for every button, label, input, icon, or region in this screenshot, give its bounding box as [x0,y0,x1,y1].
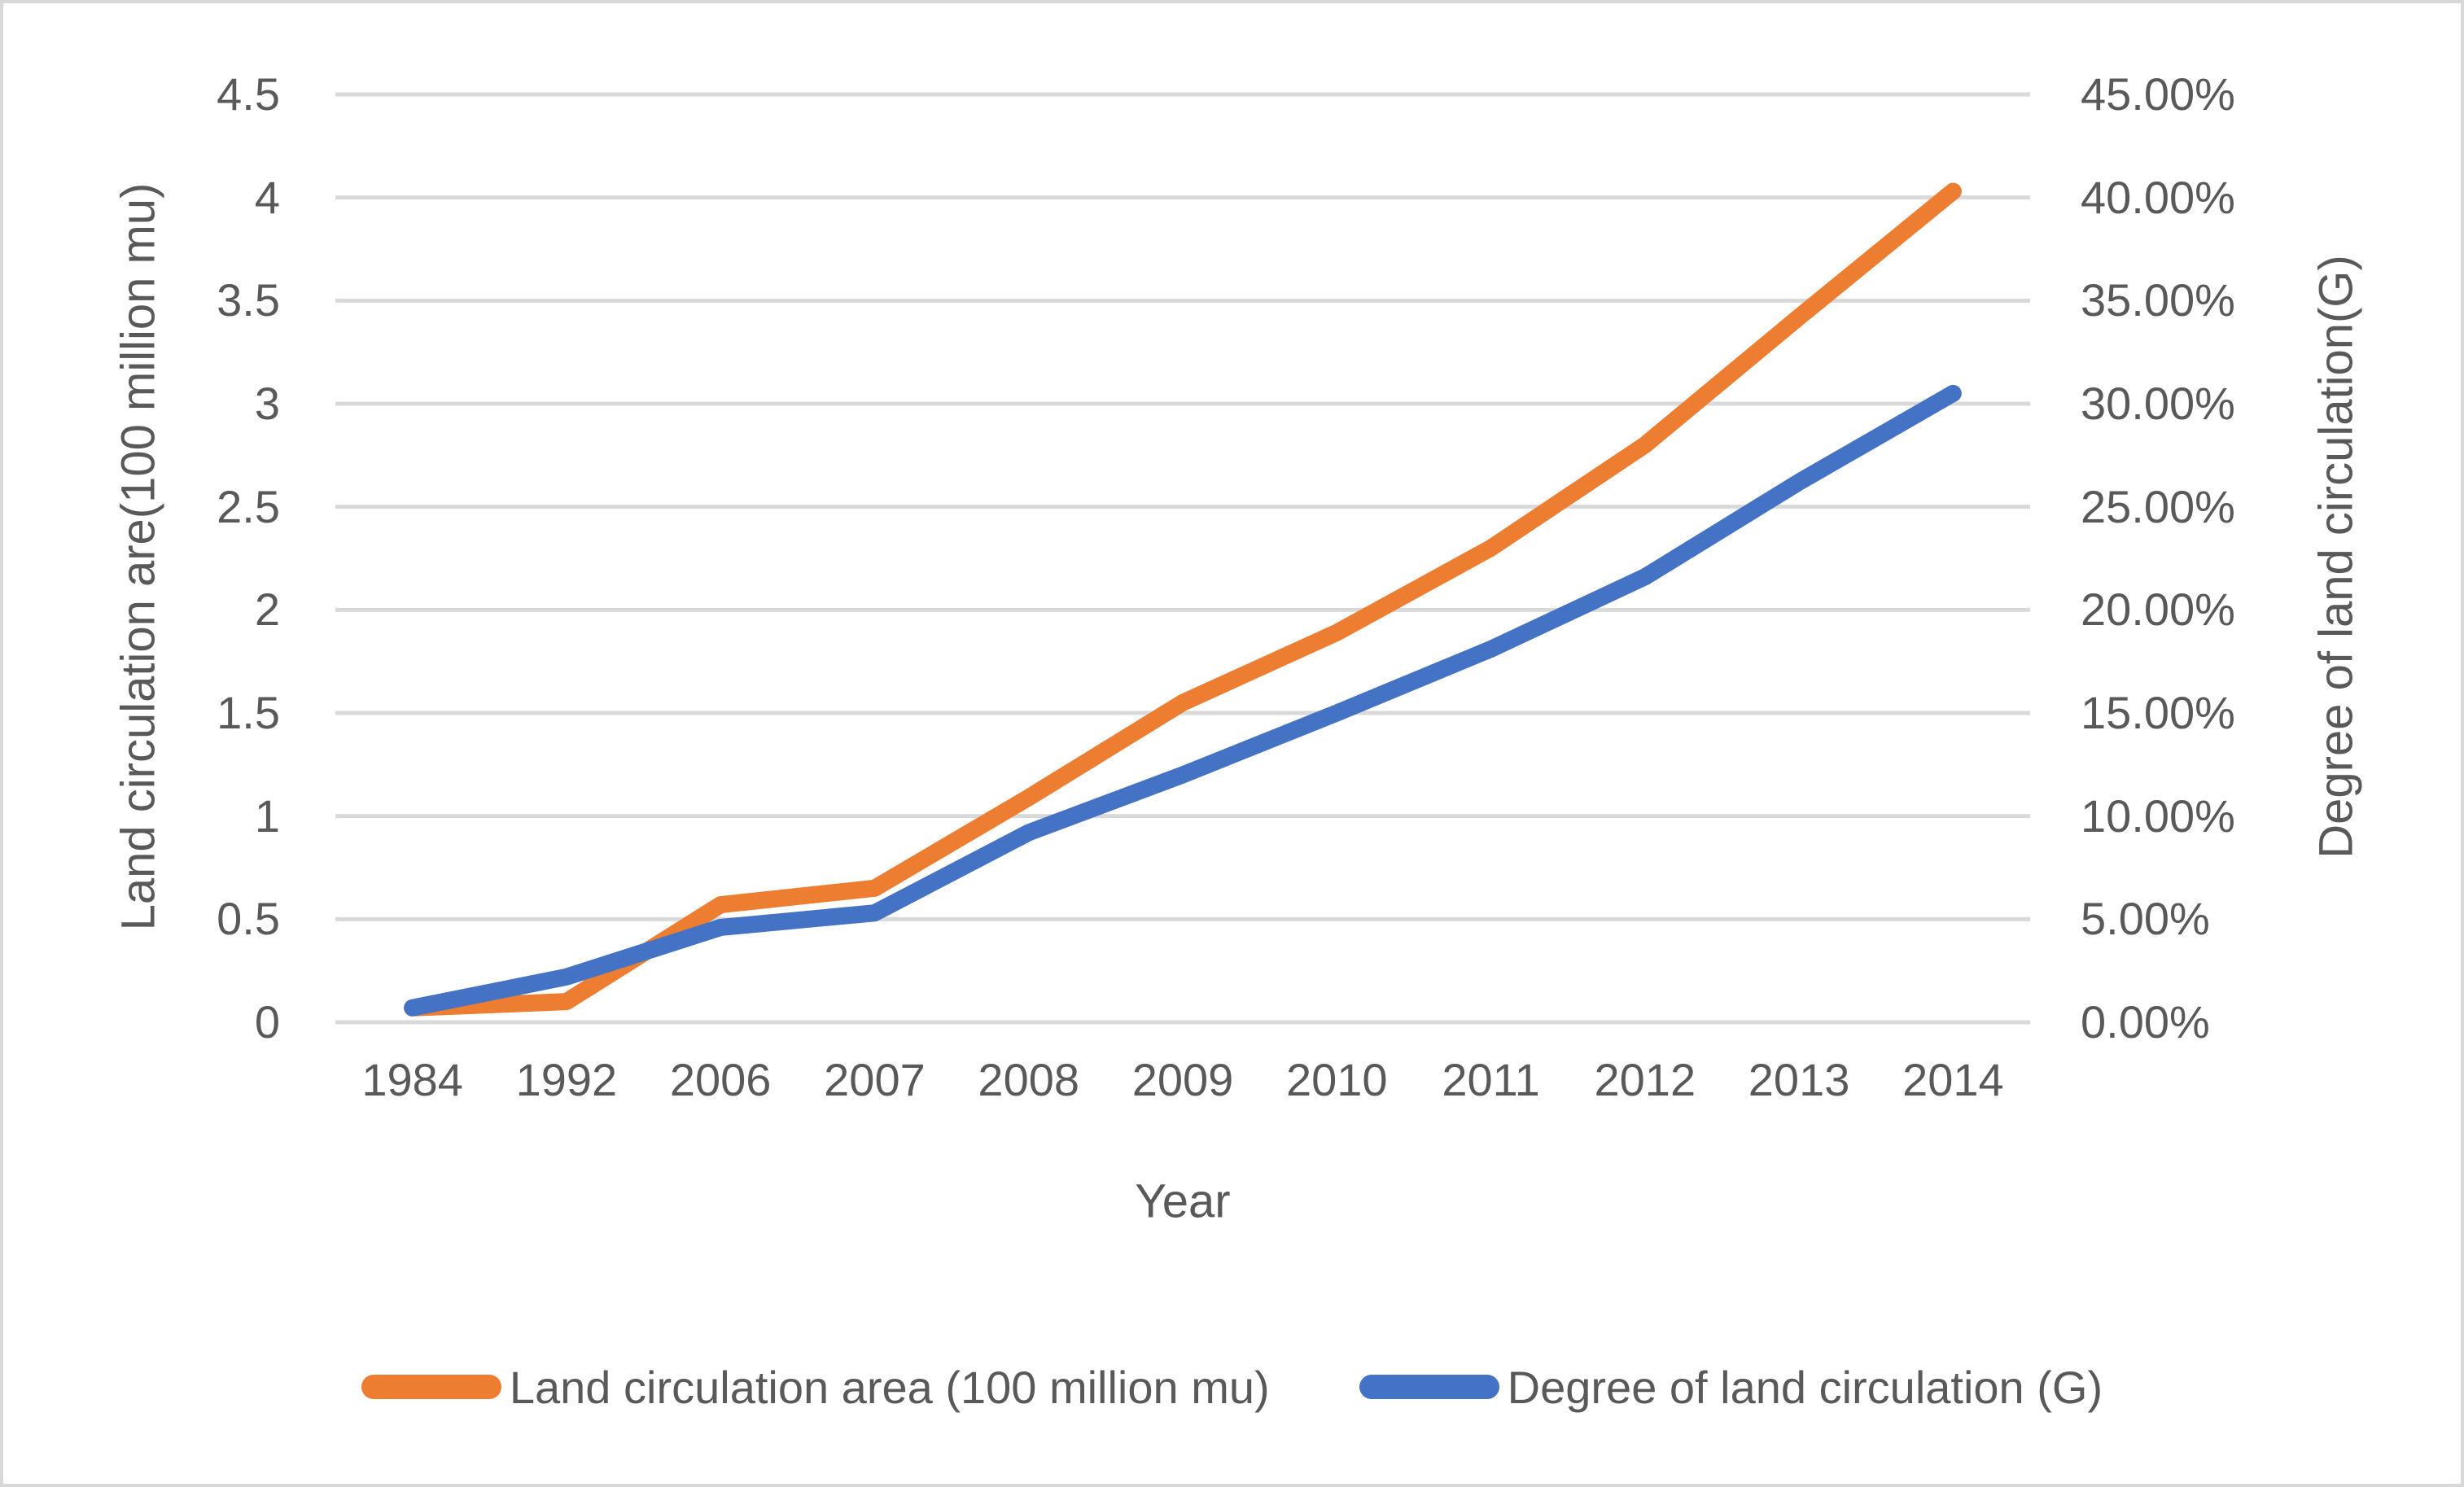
left-axis-tick-label: 3 [254,378,280,429]
right-axis-tick-label: 15.00% [2081,687,2235,738]
x-axis-tick-label: 2007 [824,1054,926,1105]
right-axis-tick-label: 0.00% [2081,996,2210,1047]
left-axis-tick-label: 0.5 [217,893,280,945]
x-axis-tick-label: 2011 [1442,1054,1540,1105]
right-axis-tick-label: 35.00% [2081,274,2235,326]
legend-label: Land circulation area (100 million mu) [509,1361,1270,1413]
left-axis-tick-label: 4.5 [217,68,280,120]
left-axis-tick-label: 1.5 [217,687,280,738]
left-axis-tick-label: 2 [254,584,280,636]
right-axis-title: Degree of land circulation(G) [2309,255,2363,859]
left-axis-tick-label: 1 [254,789,280,842]
x-axis-tick-label: 2013 [1748,1054,1850,1105]
x-axis-tick-label: 2009 [1131,1054,1234,1105]
x-axis-tick-label: 2014 [1902,1054,2004,1105]
x-axis-tick-label: 2006 [669,1054,772,1105]
legend: Land circulation area (100 million mu) D… [3,1350,2461,1424]
legend-item-area: Land circulation area (100 million mu) [361,1361,1270,1414]
left-axis-tick-label: 2.5 [217,480,280,532]
series-line-degree [404,384,1962,1017]
x-axis-tick-label: 2008 [978,1054,1079,1105]
legend-item-degree: Degree of land circulation (G) [1359,1361,2103,1414]
legend-line-swatch-orange [361,1375,501,1399]
x-axis-title: Year [1135,1174,1231,1228]
right-axis-tick-label: 5.00% [2081,893,2210,945]
right-axis-tick-label: 30.00% [2081,378,2235,429]
series-line-area [404,182,1962,1017]
right-axis-tick-label: 40.00% [2081,171,2235,223]
legend-line-swatch-blue [1359,1375,1499,1399]
left-axis-title: Land circulation are(100 million mu) [112,182,165,931]
left-axis-tick-label: 0 [254,996,280,1047]
x-axis-tick-label: 1984 [361,1054,463,1105]
x-axis-tick-label: 1992 [515,1054,618,1105]
right-axis-tick-label: 20.00% [2081,584,2235,636]
left-axis-tick-label: 4 [254,171,280,223]
x-axis-tick-label: 2012 [1594,1054,1696,1105]
left-axis-tick-label: 3.5 [217,274,280,326]
right-axis-tick-label: 25.00% [2081,480,2235,532]
legend-label: Degree of land circulation (G) [1507,1361,2103,1413]
plot-area [335,92,2030,1025]
right-axis-tick-label: 10.00% [2081,789,2235,842]
right-axis-tick-label: 45.00% [2081,68,2235,120]
x-axis-tick-label: 2010 [1285,1054,1388,1105]
